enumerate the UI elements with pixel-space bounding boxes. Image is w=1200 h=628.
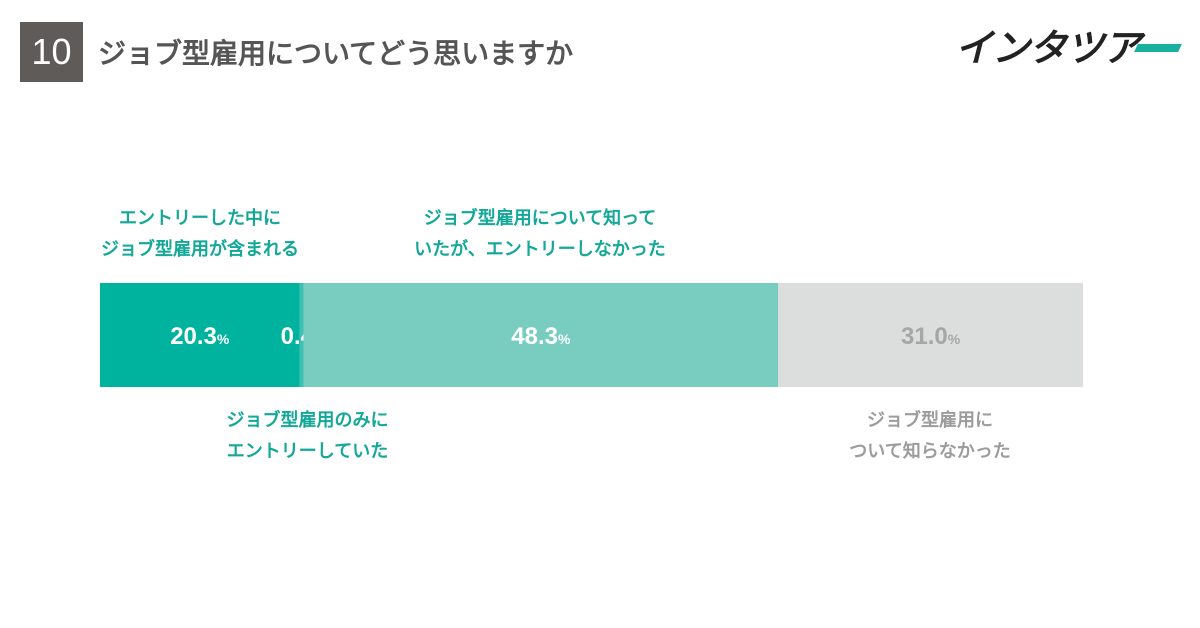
bar-segment-aware-no-entry [303,283,779,387]
bar-segment-included [100,283,300,387]
bar-segment-only [299,283,304,387]
bar-segment-unaware [778,283,1083,387]
legend-label-only: ジョブ型雇用のみに エントリーしていた [226,410,389,462]
data-label-aware-no-entry: 48.3% [511,323,571,350]
legend-label-unaware: ジョブ型雇用に ついて知らなかった [849,410,1011,462]
data-label-included: 20.3% [170,323,230,350]
data-label-unaware: 31.0% [901,323,961,350]
question-number: 10 [20,22,83,82]
legend-label-aware-no-entry: ジョブ型雇用について知って いたが、エントリーしなかった [414,208,666,260]
page-title: ジョブ型雇用についてどう思いますか [98,37,574,70]
legend-label-included: エントリーした中に ジョブ型雇用が含まれる [101,208,299,260]
brand-logo: インタツアー [955,22,1182,74]
